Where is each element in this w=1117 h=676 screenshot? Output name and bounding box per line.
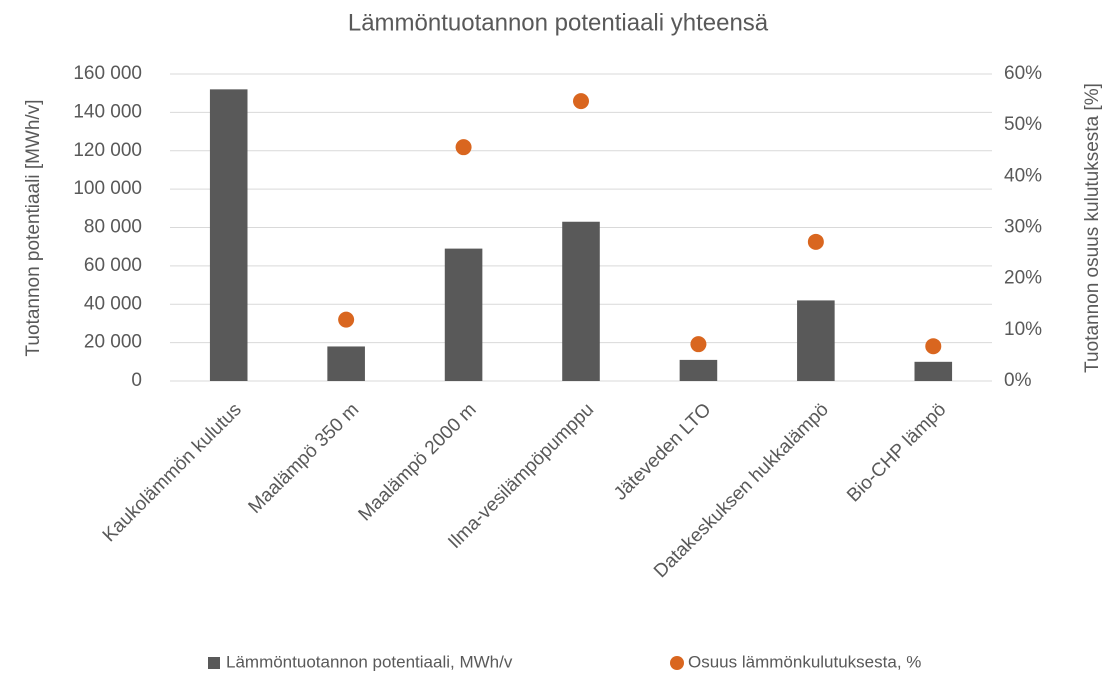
legend-swatch: [670, 656, 684, 670]
legend-swatch: [208, 657, 220, 669]
bar: [797, 300, 835, 381]
y-tick-label: 0: [131, 370, 142, 391]
bar: [562, 221, 600, 381]
legend-label: Lämmöntuotannon potentiaali, MWh/v: [226, 652, 513, 671]
y-tick-label: 80 000: [84, 217, 142, 238]
bar: [914, 361, 953, 381]
y-tick-label: 20 000: [84, 332, 142, 353]
bar: [444, 248, 483, 381]
y-tick-label: 40 000: [84, 293, 142, 314]
y-tick-label: 160 000: [73, 63, 142, 84]
chart-title: Lämmöntuotannon potentiaali yhteensä: [348, 9, 769, 36]
y-tick-label: 100 000: [73, 178, 142, 199]
point: [925, 338, 942, 355]
bar: [327, 346, 365, 381]
point: [338, 311, 355, 328]
x-tick-label: Maalämpö 2000 m: [355, 399, 481, 525]
y-tick-label: 140 000: [73, 101, 142, 122]
y2-tick-label: 50%: [1004, 114, 1042, 135]
point: [573, 93, 589, 110]
x-tick-label: Kaukolämmön kulutus: [99, 399, 246, 546]
legend-label: Osuus lämmönkulutuksesta, %: [688, 652, 921, 671]
y2-axis-label: Tuotannon osuus kulutuksesta [%]: [1082, 83, 1103, 373]
x-tick-label: Maalämpö 350 m: [245, 399, 364, 518]
bar: [679, 359, 718, 381]
y2-tick-label: 60%: [1004, 63, 1042, 84]
y2-tick-label: 20%: [1004, 268, 1042, 289]
point: [690, 336, 707, 353]
y2-tick-label: 30%: [1004, 217, 1042, 238]
point: [455, 139, 472, 156]
y2-tick-label: 10%: [1004, 319, 1042, 340]
point: [807, 233, 824, 250]
x-tick-label: Jäteveden LTO: [610, 399, 715, 504]
y-tick-label: 60 000: [84, 255, 142, 276]
y2-tick-label: 40%: [1004, 165, 1042, 186]
y2-tick-label: 0%: [1004, 370, 1032, 391]
bar: [209, 89, 248, 381]
y-axis-label: Tuotannon potentiaali [MWh/v]: [23, 100, 44, 357]
y-tick-label: 120 000: [73, 140, 142, 161]
x-tick-label: Bio-CHP lämpö: [843, 399, 950, 506]
